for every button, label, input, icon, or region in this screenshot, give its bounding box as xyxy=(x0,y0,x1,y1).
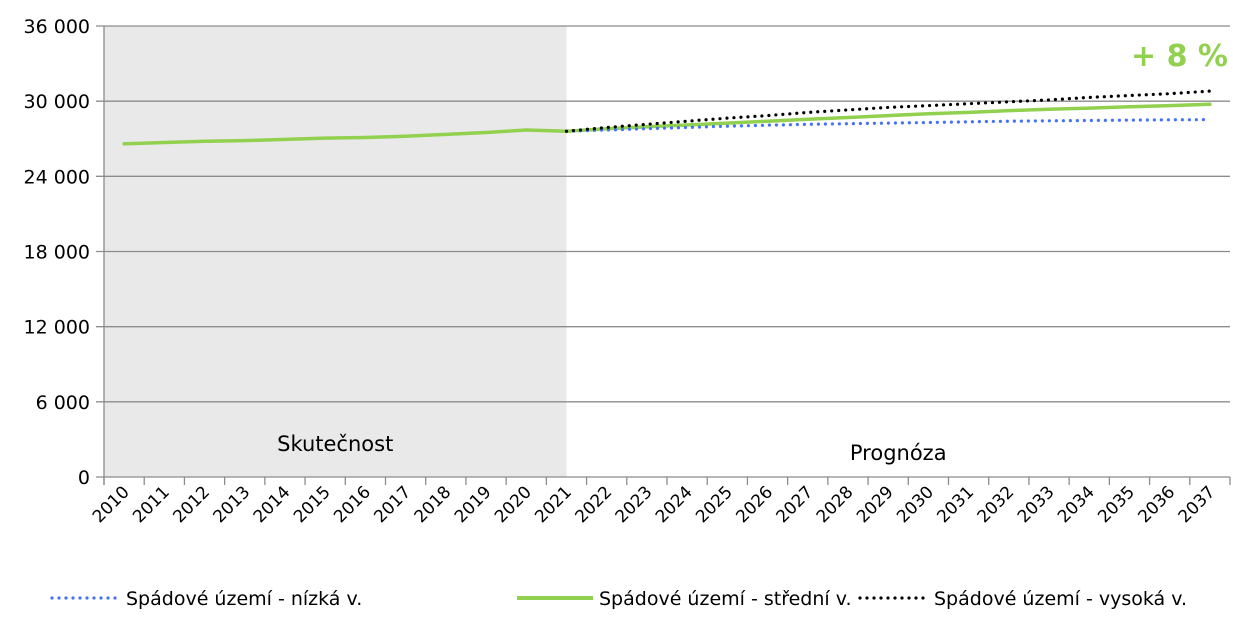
x-tick-label: 2029 xyxy=(853,482,898,527)
region-label-0: Skutečnost xyxy=(277,432,393,456)
y-tick-label: 30 000 xyxy=(24,91,90,113)
gridlines xyxy=(96,25,1230,403)
x-tick-label: 2026 xyxy=(732,482,777,527)
y-tick-labels: 0 6 000 12 000 18 000 24 000 30 000 36 000 xyxy=(24,16,90,489)
x-tick-label: 2016 xyxy=(330,482,375,527)
x-tick-label: 2034 xyxy=(1054,482,1099,527)
series-line-1 xyxy=(122,102,1212,146)
x-tick-label: 2015 xyxy=(290,482,335,527)
x-tick-label: 2025 xyxy=(692,482,737,527)
x-tick-label: 2023 xyxy=(612,482,657,527)
x-tick-labels: 2010201120122013201420152016201720182019… xyxy=(89,482,1220,527)
x-tick-label: 2019 xyxy=(451,482,496,527)
y-tick-label: 24 000 xyxy=(24,166,90,188)
legend-label-0: Spádové území - nízká v. xyxy=(126,588,362,610)
y-tick-label: 6 000 xyxy=(36,392,90,414)
x-tick-label: 2036 xyxy=(1134,482,1179,527)
x-tick-label: 2037 xyxy=(1175,482,1220,527)
series-line-2 xyxy=(564,89,1212,133)
series-lines xyxy=(122,89,1212,146)
y-tick-label: 36 000 xyxy=(24,16,90,38)
x-tick-label: 2012 xyxy=(169,482,214,527)
x-tick-label: 2017 xyxy=(370,482,415,527)
x-tick-label: 2014 xyxy=(250,482,295,527)
x-tick-label: 2020 xyxy=(491,482,536,527)
x-tick-label: 2011 xyxy=(129,482,174,527)
y-tick-label: 0 xyxy=(78,467,90,489)
legend-label-2: Spádové území - vysoká v. xyxy=(934,588,1187,610)
x-tick-label: 2024 xyxy=(652,482,697,527)
y-tick-label: 18 000 xyxy=(24,242,90,264)
x-tick-label: 2033 xyxy=(1014,482,1059,527)
x-tick-label: 2021 xyxy=(531,482,576,527)
x-tick-label: 2030 xyxy=(893,482,938,527)
x-tick-label: 2032 xyxy=(974,482,1019,527)
x-tick-label: 2022 xyxy=(571,482,616,527)
x-tick-label: 2031 xyxy=(933,482,978,527)
y-tick-label: 12 000 xyxy=(24,317,90,339)
series-line-0 xyxy=(564,117,1212,133)
x-tick-label: 2010 xyxy=(89,482,134,527)
x-tick-label: 2035 xyxy=(1094,482,1139,527)
legend: Spádové území - nízká v. Spádové území - … xyxy=(50,588,1187,610)
growth-annotation: + 8 % xyxy=(1131,39,1228,74)
region-label-1: Prognóza xyxy=(850,441,947,465)
legend-label-1: Spádové území - střední v. xyxy=(599,588,852,610)
x-tick-label: 2027 xyxy=(773,482,818,527)
axes xyxy=(96,26,1231,485)
x-tick-label: 2018 xyxy=(411,482,456,527)
x-tick-label: 2013 xyxy=(210,482,255,527)
region-labels: Skutečnost Prognóza xyxy=(277,432,946,465)
x-tick-label: 2028 xyxy=(813,482,858,527)
